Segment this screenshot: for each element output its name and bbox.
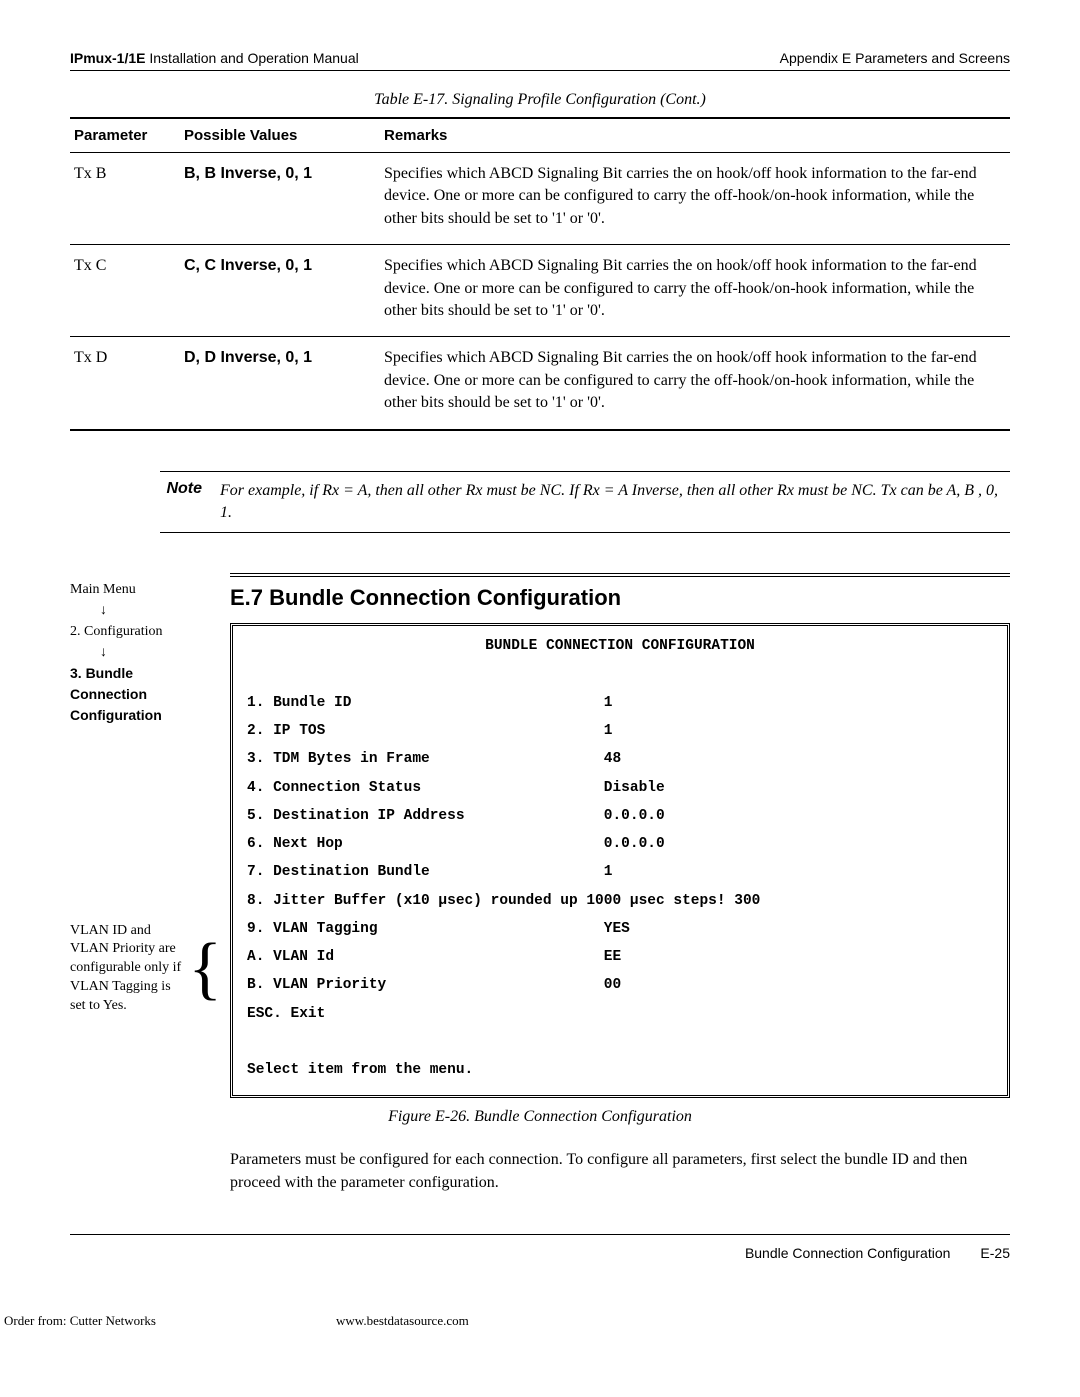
table-caption: Table E-17. Signaling Profile Configurat…	[70, 91, 1010, 109]
section-heading: E.7 Bundle Connection Configuration	[230, 573, 1010, 611]
footer-section: Bundle Connection Configuration	[745, 1245, 950, 1261]
note-block: Note For example, if Rx = A, then all ot…	[160, 471, 1010, 534]
cell-remarks: Specifies which ABCD Signaling Bit carri…	[380, 153, 1010, 245]
breadcrumb-item: 2. Configuration	[70, 621, 230, 642]
note-text: For example, if Rx = A, then all other R…	[220, 480, 1010, 525]
table-header-row: Parameter Possible Values Remarks	[70, 118, 1010, 153]
side-annotation: VLAN ID and VLAN Priority are configurab…	[70, 922, 230, 1016]
breadcrumb-item-current: Configuration	[70, 705, 230, 726]
terminal-title: BUNDLE CONNECTION CONFIGURATION	[247, 632, 993, 660]
footer-rule	[70, 1234, 1010, 1235]
annotation-row: VLAN ID and VLAN Priority are configurab…	[70, 922, 1010, 1098]
table-row: Tx C C, C Inverse, 0, 1 Specifies which …	[70, 245, 1010, 337]
terminal-line: 7. Destination Bundle 1	[247, 864, 612, 880]
cell-remarks: Specifies which ABCD Signaling Bit carri…	[380, 337, 1010, 430]
cell-param: Tx D	[70, 337, 180, 430]
page-header: IPmux-1/1E Installation and Operation Ma…	[70, 50, 1010, 71]
bottom-line: Order from: Cutter Networks www.bestdata…	[0, 1301, 1080, 1329]
col-header-parameter: Parameter	[70, 118, 180, 153]
terminal-line: 4. Connection Status Disable	[247, 780, 665, 796]
terminal-line: 2. IP TOS 1	[247, 723, 612, 739]
body-paragraph: Parameters must be configured for each c…	[230, 1148, 1010, 1194]
arrow-down-icon: ↓	[70, 642, 230, 663]
col-header-values: Possible Values	[180, 118, 380, 153]
header-suffix: Installation and Operation Manual	[145, 50, 358, 66]
order-from: Order from: Cutter Networks	[4, 1313, 156, 1329]
terminal-line: 6. Next Hop 0.0.0.0	[247, 836, 665, 852]
breadcrumb-item: Main Menu	[70, 579, 230, 600]
breadcrumb-item-current: 3. Bundle	[70, 663, 230, 684]
header-left: IPmux-1/1E Installation and Operation Ma…	[70, 50, 359, 66]
parameter-table: Parameter Possible Values Remarks Tx B B…	[70, 117, 1010, 431]
breadcrumb: Main Menu ↓ 2. Configuration ↓ 3. Bundle…	[70, 573, 230, 726]
table-row: Tx D D, D Inverse, 0, 1 Specifies which …	[70, 337, 1010, 430]
annotation-text: VLAN ID and VLAN Priority are configurab…	[70, 922, 186, 1016]
footer-row: Bundle Connection Configuration E-25	[70, 1245, 1010, 1261]
spacer	[230, 922, 1010, 1098]
terminal-line: 3. TDM Bytes in Frame 48	[247, 751, 621, 767]
cell-values: B, B Inverse, 0, 1	[180, 153, 380, 245]
header-right: Appendix E Parameters and Screens	[780, 50, 1010, 66]
table-row: Tx B B, B Inverse, 0, 1 Specifies which …	[70, 153, 1010, 245]
footer-page: E-25	[980, 1245, 1010, 1261]
cell-remarks: Specifies which ABCD Signaling Bit carri…	[380, 245, 1010, 337]
cell-param: Tx B	[70, 153, 180, 245]
arrow-down-icon: ↓	[70, 600, 230, 621]
cell-values: C, C Inverse, 0, 1	[180, 245, 380, 337]
cell-param: Tx C	[70, 245, 180, 337]
col-header-remarks: Remarks	[380, 118, 1010, 153]
terminal-line: 5. Destination IP Address 0.0.0.0	[247, 808, 665, 824]
figure-caption: Figure E-26. Bundle Connection Configura…	[70, 1108, 1010, 1126]
source-url: www.bestdatasource.com	[336, 1313, 469, 1329]
page-container: IPmux-1/1E Installation and Operation Ma…	[0, 0, 1080, 1301]
product-name: IPmux-1/1E	[70, 50, 145, 66]
note-label: Note	[160, 480, 220, 525]
brace-icon: {	[188, 951, 222, 986]
terminal-line: 8. Jitter Buffer (x10 µsec) rounded up 1…	[247, 893, 760, 909]
cell-values: D, D Inverse, 0, 1	[180, 337, 380, 430]
breadcrumb-item-current: Connection	[70, 684, 230, 705]
terminal-line: 1. Bundle ID 1	[247, 695, 612, 711]
